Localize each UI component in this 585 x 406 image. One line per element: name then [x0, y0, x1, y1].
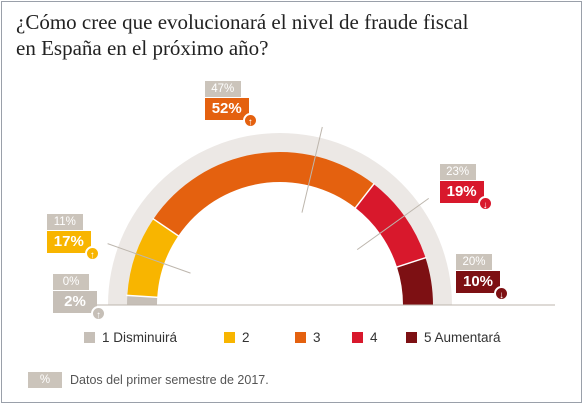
previous-marker-2 — [107, 243, 191, 274]
legend-swatch — [406, 332, 417, 343]
footnote-badge: % — [28, 372, 62, 388]
footnote-text: Datos del primer semestre de 2017. — [70, 373, 269, 387]
legend-label: 2 — [242, 330, 250, 345]
arrow-up-icon: ↑ — [242, 113, 258, 129]
segment-1 — [127, 295, 158, 305]
arrow-up-icon: ↑ — [91, 306, 106, 321]
legend-label: 3 — [313, 330, 321, 345]
current-value-label: 17% — [46, 231, 91, 254]
previous-value-label: 0% — [53, 274, 89, 290]
current-value-label: 10% — [456, 271, 500, 293]
previous-marker-4 — [356, 197, 430, 251]
legend-label: 5 Aumentará — [424, 330, 501, 345]
segment-separator — [395, 256, 427, 269]
segment-separator — [354, 182, 375, 210]
arrow-up-icon: ↑ — [84, 246, 100, 262]
previous-value-label: 23% — [439, 163, 476, 180]
legend-item: 4 — [352, 330, 378, 346]
segment-5 — [396, 257, 434, 305]
legend-label: 1 Disminuirá — [102, 330, 178, 345]
previous-value-label: 20% — [456, 254, 492, 270]
segment-3 — [153, 152, 374, 236]
previous-marker-3 — [301, 126, 323, 213]
legend-swatch — [295, 332, 306, 343]
arrow-down-icon: ↓ — [477, 195, 493, 211]
previous-value-label: 47% — [204, 81, 241, 98]
chart-title: ¿Cómo cree que evolucionará el nivel de … — [16, 10, 469, 60]
legend-swatch — [224, 332, 235, 343]
segment-separator — [126, 294, 159, 299]
legend-item: 3 — [295, 330, 321, 346]
legend-item: 5 Aumentará — [406, 330, 501, 346]
current-value-label: 52% — [204, 98, 249, 121]
previous-value-label: 11% — [46, 214, 83, 231]
legend-label: 4 — [370, 330, 378, 345]
arrow-down-icon: ↓ — [494, 286, 509, 301]
track-arc — [108, 133, 452, 305]
legend-swatch — [84, 332, 95, 343]
segment-separator — [152, 217, 180, 238]
segment-2 — [127, 219, 179, 298]
footnote: % Datos del primer semestre de 2017. — [28, 372, 269, 388]
current-value-label: 2% — [53, 291, 97, 313]
legend-item: 2 — [224, 330, 250, 346]
legend-swatch — [352, 332, 363, 343]
current-value-label: 19% — [439, 180, 484, 203]
legend-item: 1 Disminuirá — [84, 330, 177, 346]
